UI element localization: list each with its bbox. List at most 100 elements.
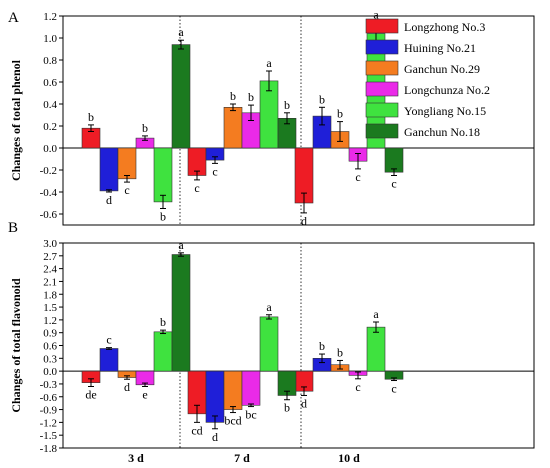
significance-label: b xyxy=(230,89,236,103)
significance-label: a xyxy=(178,25,184,39)
y-tick-label: -1.2 xyxy=(40,417,57,429)
legend-label: Ganchun No.18 xyxy=(404,125,480,139)
significance-label: c xyxy=(124,183,129,197)
panel-label: A xyxy=(8,10,19,26)
significance-label: b xyxy=(319,92,325,106)
significance-label: d xyxy=(124,380,130,394)
y-tick-label: 0.0 xyxy=(43,143,57,155)
plot-frame xyxy=(62,242,535,449)
legend-swatch xyxy=(365,102,399,118)
significance-label: c xyxy=(355,380,360,394)
significance-label: a xyxy=(266,56,272,70)
bar xyxy=(153,147,173,203)
y-tick-label: 1.8 xyxy=(43,289,57,301)
y-tick-label: 0.6 xyxy=(43,77,57,89)
legend-label: Longchunza No.2 xyxy=(404,83,490,97)
significance-label: d xyxy=(301,396,307,410)
y-tick-label: 0.6 xyxy=(43,341,57,353)
y-tick-label: 0.8 xyxy=(43,55,57,67)
bar xyxy=(153,331,173,372)
significance-label: b xyxy=(160,210,166,224)
significance-label: bc xyxy=(245,408,256,422)
significance-label: c xyxy=(355,170,360,184)
panel-label: B xyxy=(8,220,18,236)
y-axis-title: Changes of total flavonoid xyxy=(9,278,23,413)
significance-label: b xyxy=(337,107,343,121)
bar xyxy=(366,326,386,372)
y-tick-label: 0.4 xyxy=(43,99,57,111)
legend-swatch xyxy=(365,81,399,97)
significance-label: c xyxy=(212,164,217,178)
legend-swatch xyxy=(365,60,399,76)
legend-swatch xyxy=(365,18,399,34)
bar xyxy=(171,254,191,372)
bar xyxy=(241,370,261,406)
legend-label: Huining No.21 xyxy=(404,41,476,55)
x-category-labels: 3 d 7 d 10 d xyxy=(128,451,360,465)
y-tick-label: 0.9 xyxy=(43,328,57,340)
y-tick-label: -0.6 xyxy=(40,392,58,404)
legend-label: Yongliang No.15 xyxy=(404,104,486,118)
y-tick-label: -1.8 xyxy=(40,443,58,455)
bar xyxy=(171,44,191,149)
significance-label: a xyxy=(373,8,379,22)
y-tick-label: 1.2 xyxy=(43,315,57,327)
y-tick-label: 1.0 xyxy=(43,33,57,45)
legend-label: Ganchun No.29 xyxy=(404,62,480,76)
y-tick-label: 1.5 xyxy=(43,302,57,314)
significance-label: b xyxy=(160,315,166,329)
significance-label: b xyxy=(284,98,290,112)
y-tick-label: -1.5 xyxy=(40,430,58,442)
significance-label: a xyxy=(266,300,272,314)
y-tick-label: 0.0 xyxy=(43,366,57,378)
significance-label: cd xyxy=(191,423,202,437)
significance-label: b xyxy=(284,401,290,415)
plot-frame xyxy=(62,15,535,226)
y-tick-label: 2.7 xyxy=(43,251,57,263)
bar xyxy=(259,316,279,372)
significance-label: d xyxy=(301,214,307,228)
significance-label: c xyxy=(194,181,199,195)
significance-label: de xyxy=(85,388,96,402)
significance-label: bcd xyxy=(224,414,241,428)
y-tick-label: 0.2 xyxy=(43,121,57,133)
y-tick-label: 1.2 xyxy=(43,11,57,23)
bar xyxy=(205,370,225,423)
significance-label: e xyxy=(142,388,147,402)
y-tick-label: -0.9 xyxy=(40,405,58,417)
significance-label: c xyxy=(106,333,111,347)
y-tick-label: -0.2 xyxy=(40,165,57,177)
significance-label: b xyxy=(142,121,148,135)
significance-label: d xyxy=(106,193,112,207)
x-category-label: 3 d xyxy=(128,451,144,465)
bar xyxy=(99,147,119,192)
significance-label: b xyxy=(337,345,343,359)
significance-label: c xyxy=(391,177,396,191)
significance-label: d xyxy=(212,430,218,444)
significance-label: c xyxy=(391,382,396,396)
legend-swatch xyxy=(365,39,399,55)
bar xyxy=(117,147,137,180)
panel-b-chart: -1.8-1.5-1.2-0.9-0.6-0.30.00.30.60.91.21… xyxy=(8,220,535,455)
x-category-label: 7 d xyxy=(234,451,250,465)
significance-label: b xyxy=(319,339,325,353)
legend-swatch xyxy=(365,123,399,139)
bar xyxy=(99,348,119,372)
significance-label: a xyxy=(178,238,184,252)
y-tick-label: 2.4 xyxy=(43,264,57,276)
x-category-label: 10 d xyxy=(338,451,360,465)
significance-label: a xyxy=(373,307,379,321)
y-tick-label: 2.1 xyxy=(43,276,57,288)
y-tick-label: 0.3 xyxy=(43,353,57,365)
legend-label: Longzhong No.3 xyxy=(404,20,485,34)
y-tick-label: 3.0 xyxy=(43,238,57,250)
bar xyxy=(223,107,243,149)
y-tick-label: -0.3 xyxy=(40,379,58,391)
bar xyxy=(223,370,243,410)
significance-label: b xyxy=(248,90,254,104)
y-tick-label: -0.6 xyxy=(40,209,58,221)
legend: Longzhong No.3 Huining No.21 Ganchun No.29… xyxy=(365,18,490,139)
y-axis-title: Changes of total phenol xyxy=(9,59,23,181)
significance-label: b xyxy=(88,110,94,124)
